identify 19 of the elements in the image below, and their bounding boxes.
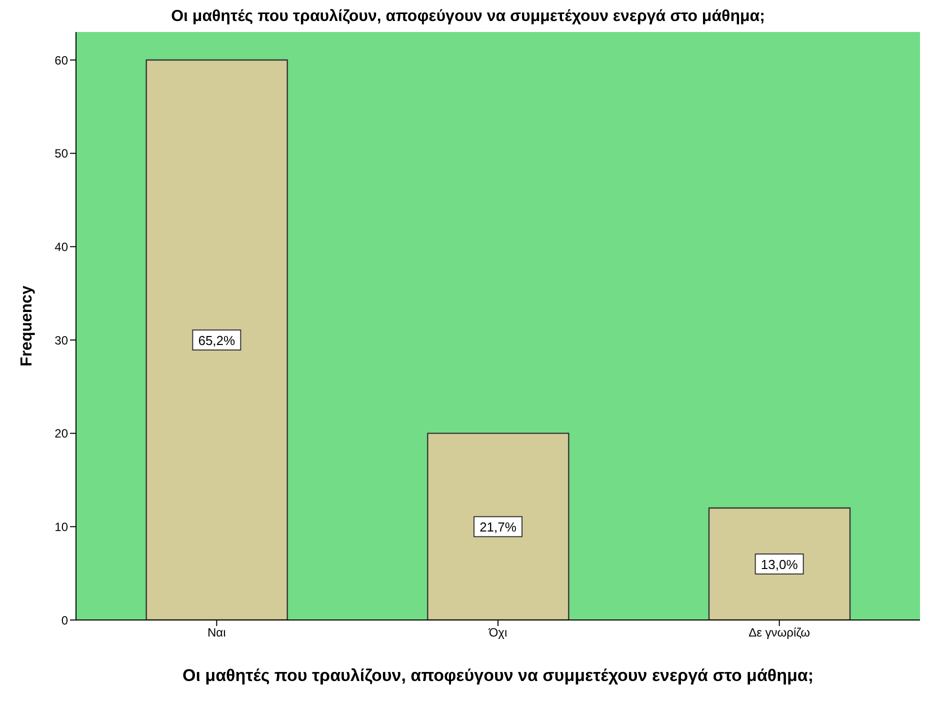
annotation: 21,7%: [480, 520, 517, 535]
y-tick-label: 30: [54, 333, 68, 348]
bar: [427, 432, 570, 620]
y-tick-label: 50: [54, 146, 68, 161]
x-tick-label: Όχι: [488, 626, 508, 640]
y-tick-label: 0: [61, 613, 68, 628]
y-tick-label: 60: [54, 53, 68, 68]
x-axis-title: Οι μαθητές που τραυλίζουν, αποφεύγουν να συμμετέχουν ενεργά στο μάθημα;: [182, 666, 814, 685]
x-tick-label: Ναι: [208, 626, 226, 640]
annotation: 65,2%: [198, 333, 236, 348]
annotation: 13,0%: [760, 557, 798, 572]
y-tick-label: 20: [54, 426, 68, 441]
y-tick-label: 40: [54, 240, 68, 254]
y-axis-title: Frequency: [18, 285, 36, 366]
bar: [146, 59, 288, 620]
bar: [708, 507, 851, 620]
chart-title: Οι μαθητές που τραυλίζουν, αποφεύγουν να συμμετέχουν ενεργά στο μάθημα;: [170, 8, 766, 26]
x-tick-label: Δε γνωρίζω: [748, 626, 810, 640]
y-tick-label: 10: [54, 520, 68, 534]
